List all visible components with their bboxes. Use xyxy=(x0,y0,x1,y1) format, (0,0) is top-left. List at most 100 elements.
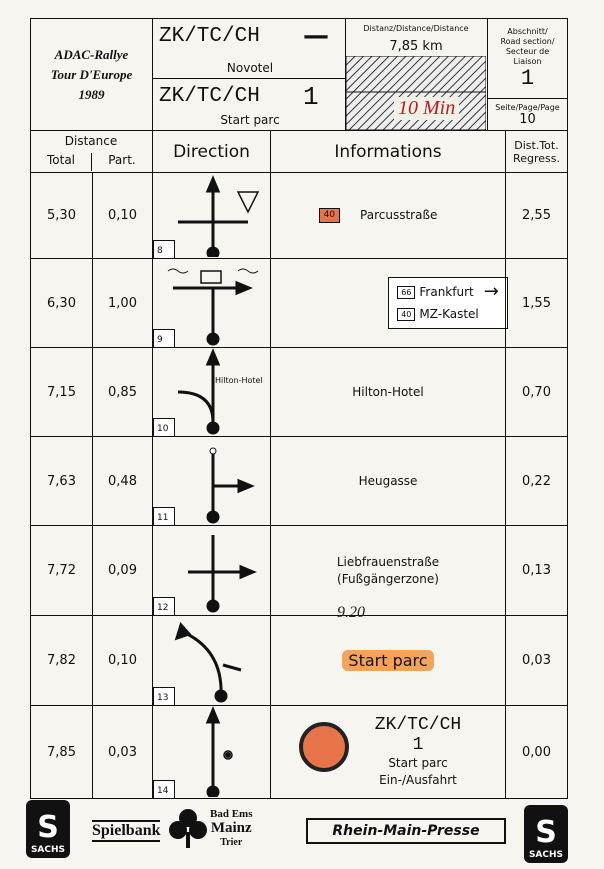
direction-cell: 12 xyxy=(152,525,271,616)
box-number: 8 xyxy=(153,240,175,259)
from-place: Novotel xyxy=(226,61,274,75)
from-number: — xyxy=(303,21,329,51)
total: 6,30 xyxy=(30,258,93,348)
header-text: Distance xyxy=(64,134,118,148)
info-text: Ein-/Ausfahrt xyxy=(379,773,457,787)
box-number: 12 xyxy=(153,597,175,616)
total: 7,72 xyxy=(30,525,93,616)
to-code: ZK/TC/CH xyxy=(159,85,260,108)
roadbook-row: 7,15 0,85 Hilton-Hotel 10 Hilton-Hotel 0,70 xyxy=(0,347,604,437)
part: 0,03 xyxy=(92,705,153,799)
tulip-diagram xyxy=(206,447,255,524)
direction-cell: 8 xyxy=(152,172,271,259)
city: Trier xyxy=(220,837,243,848)
regress-header: Dist.Tot. Regress. xyxy=(505,130,568,173)
box-number: 9 xyxy=(153,329,175,348)
logo-symbol: S xyxy=(535,815,557,850)
regress: 0,13 xyxy=(505,525,568,616)
info-cell: Hilton-Hotel xyxy=(270,347,506,437)
logo-text: SACHS xyxy=(528,850,564,860)
city-block: Bad Ems Mainz Trier xyxy=(210,808,253,849)
info-cell: 40 Parcusstraße xyxy=(270,172,506,259)
title-line: 1989 xyxy=(78,86,105,102)
info-text: Start parc xyxy=(388,756,448,770)
direction-label: Hilton-Hotel xyxy=(215,376,263,385)
part: 0,85 xyxy=(92,347,153,437)
box-number: 14 xyxy=(153,780,175,799)
info-text: Parcusstraße xyxy=(360,208,438,222)
regress: 0,70 xyxy=(505,347,568,437)
direction-sign: 66 Frankfurt → 40 MZ-Kastel xyxy=(388,277,508,329)
info-cell: ZK/TC/CH 1 Start parc Ein-/Ausfahrt xyxy=(270,705,506,799)
handwritten-time: 10 Min xyxy=(394,97,460,120)
regress: 0,03 xyxy=(505,615,568,706)
info-text: ZK/TC/CH xyxy=(374,715,462,735)
arrow: → xyxy=(483,281,499,302)
part: 0,10 xyxy=(92,172,153,259)
part: 0,48 xyxy=(92,436,153,526)
distance-value: 7,85 km xyxy=(389,39,443,54)
total: 7,85 xyxy=(30,705,93,799)
sign-line: 66 Frankfurt → xyxy=(397,281,499,303)
handwritten-note: 9.20 xyxy=(337,604,365,621)
direction-cell: 14 xyxy=(152,705,271,799)
info-text: Heugasse xyxy=(358,473,418,488)
tulip-diagram xyxy=(167,268,259,346)
from-code: ZK/TC/CH xyxy=(159,25,260,48)
city: Bad Ems xyxy=(210,808,253,820)
header-text: Total xyxy=(31,153,92,171)
place-name: Frankfurt xyxy=(419,285,474,299)
regress: 0,00 xyxy=(505,705,568,799)
info-text: (Fußgängerzone) xyxy=(337,571,439,586)
section-label: Liaison xyxy=(513,56,542,66)
direction-cell: 9 xyxy=(152,258,271,348)
box-number: 10 xyxy=(153,418,175,437)
info-cell: 9.20 Start parc xyxy=(270,604,506,706)
logo-symbol: S xyxy=(37,810,59,845)
title-line: Tour D'Europe xyxy=(50,66,133,82)
header-text: Dist.Tot. xyxy=(514,138,559,152)
box-number: 11 xyxy=(153,507,175,526)
section-label: Road section/ xyxy=(500,36,555,46)
regress: 2,55 xyxy=(505,172,568,259)
clover xyxy=(169,809,207,848)
total: 7,82 xyxy=(30,615,93,706)
part: 1,00 xyxy=(92,258,153,348)
info-text: Start parc xyxy=(342,650,434,671)
regress: 1,55 xyxy=(505,258,568,348)
road-sign: 40 xyxy=(397,307,416,321)
roadbook-row: 7,63 0,48 11 Heugasse 0,22 xyxy=(0,436,604,526)
place-name: MZ-Kastel xyxy=(419,307,479,321)
info-cell: 66 Frankfurt → 40 MZ-Kastel xyxy=(270,258,508,348)
roadbook-row: 7,82 0,10 13 9.20 Start parc 0,03 xyxy=(0,604,604,706)
press-logo: Rhein-Main-Presse xyxy=(306,818,506,844)
page-box: Seite/Page/Page 10 xyxy=(487,98,568,131)
tulip-diagram xyxy=(174,622,242,703)
info-text: Hilton-Hotel xyxy=(352,384,424,399)
page-label: Seite/Page/Page xyxy=(495,102,560,112)
section-box: Abschnitt/ Road section/ Secteur de Liai… xyxy=(487,18,568,99)
page-number: 10 xyxy=(519,111,536,127)
part: 0,09 xyxy=(92,525,153,616)
control-icon xyxy=(299,722,349,772)
tulip-diagram xyxy=(178,175,260,257)
info-line: 40 Parcusstraße xyxy=(318,207,438,224)
regress: 0,22 xyxy=(505,436,568,526)
section-label: Abschnitt/ xyxy=(507,26,548,36)
info-cell: Liebfrauenstraße (Fußgängerzone) xyxy=(270,525,506,616)
box-number: 13 xyxy=(153,687,175,706)
sachs-logo: S SACHS xyxy=(26,800,70,858)
info-text: Liebfrauenstraße xyxy=(336,554,440,569)
direction-cell: Hilton-Hotel 10 xyxy=(152,347,271,437)
header-text: Part. xyxy=(108,153,136,167)
section-number: 1 xyxy=(520,65,535,91)
road-sign: 66 xyxy=(397,285,416,299)
to-box: ZK/TC/CH 1 Start parc xyxy=(152,78,346,131)
distance-box: Distanz/Distance/Distance 7,85 km 10 Min xyxy=(345,18,488,131)
to-number: 1 xyxy=(303,82,319,112)
section-label: Secteur de xyxy=(505,46,550,56)
sign-line: 40 MZ-Kastel xyxy=(397,303,499,325)
roadbook-row: 5,30 0,10 8 40 Parcusstraße 2,55 xyxy=(0,172,604,259)
part: 0,10 xyxy=(92,615,153,706)
